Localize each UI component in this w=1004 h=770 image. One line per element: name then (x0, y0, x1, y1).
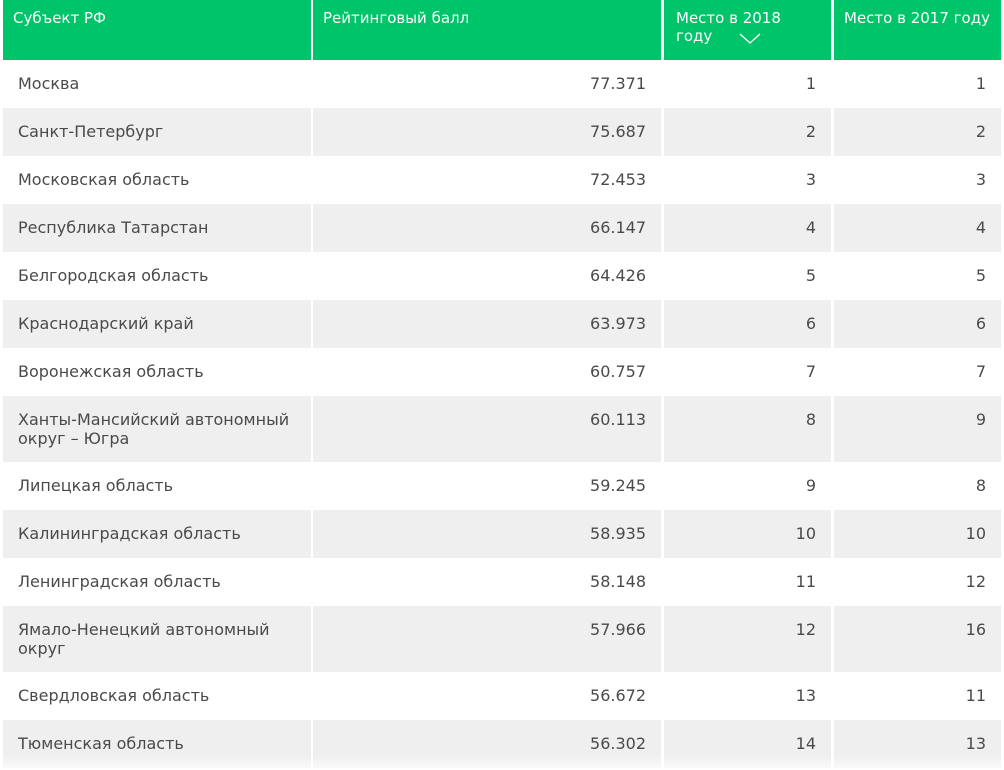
place-2018-cell: 13 (664, 672, 831, 720)
region-cell: Калининградская область (3, 510, 311, 558)
place-2018-cell: 4 (664, 204, 831, 252)
score-cell: 63.973 (313, 300, 661, 348)
score-cell: 56.672 (313, 672, 661, 720)
region-cell: Ханты-Мансийский автономный округ – Югра (3, 396, 311, 462)
place-2018-cell: 5 (664, 252, 831, 300)
table-row: Санкт-Петербург 75.687 2 2 (3, 108, 1001, 156)
table-row: Республика Татарстан 66.147 4 4 (3, 204, 1001, 252)
table-row: Москва 77.371 1 1 (3, 60, 1001, 108)
table-row: Липецкая область 59.245 9 8 (3, 462, 1001, 510)
region-cell: Белгородская область (3, 252, 311, 300)
place-2017-cell: 1 (834, 60, 1001, 108)
header-place-2018[interactable]: Место в 2018 году (664, 0, 831, 60)
rating-table: Субъект РФ Рейтинговый балл Место в 2018… (3, 0, 1001, 770)
place-2017-cell: 6 (834, 300, 1001, 348)
place-2018-cell: 9 (664, 462, 831, 510)
table-row: Калининградская область 58.935 10 10 (3, 510, 1001, 558)
table-row: Московская область 72.453 3 3 (3, 156, 1001, 204)
region-cell: Краснодарский край (3, 300, 311, 348)
place-2017-cell: 7 (834, 348, 1001, 396)
place-2017-cell: 5 (834, 252, 1001, 300)
place-2017-cell: 9 (834, 396, 1001, 462)
score-cell: 56.302 (313, 720, 661, 768)
score-cell: 75.687 (313, 108, 661, 156)
score-cell: 66.147 (313, 204, 661, 252)
place-2018-cell: 3 (664, 156, 831, 204)
score-cell: 77.371 (313, 60, 661, 108)
table-body: Москва 77.371 1 1 Санкт-Петербург 75.687 2 2 Мос… (3, 60, 1001, 768)
header-region[interactable]: Субъект РФ (3, 0, 311, 60)
region-cell: Воронежская область (3, 348, 311, 396)
region-cell: Липецкая область (3, 462, 311, 510)
score-cell: 58.148 (313, 558, 661, 606)
place-2018-cell: 6 (664, 300, 831, 348)
score-cell: 60.757 (313, 348, 661, 396)
place-2017-cell: 13 (834, 720, 1001, 768)
table-row: Ямало-Ненецкий автономный округ 57.966 12 1… (3, 606, 1001, 672)
score-cell: 64.426 (313, 252, 661, 300)
table-row: Ленинградская область 58.148 11 12 (3, 558, 1001, 606)
place-2018-cell: 14 (664, 720, 831, 768)
table-row: Белгородская область 64.426 5 5 (3, 252, 1001, 300)
place-2018-cell: 7 (664, 348, 831, 396)
region-cell: Московская область (3, 156, 311, 204)
region-cell: Санкт-Петербург (3, 108, 311, 156)
place-2018-cell: 8 (664, 396, 831, 462)
chevron-down-icon (739, 33, 761, 44)
region-cell: Москва (3, 60, 311, 108)
place-2017-cell: 16 (834, 606, 1001, 672)
table-row: Тюменская область 56.302 14 13 (3, 720, 1001, 768)
table-row: Свердловская область 56.672 13 11 (3, 672, 1001, 720)
region-cell: Свердловская область (3, 672, 311, 720)
region-cell: Республика Татарстан (3, 204, 311, 252)
place-2017-cell: 11 (834, 672, 1001, 720)
table-row: Воронежская область 60.757 7 7 (3, 348, 1001, 396)
table-row: Краснодарский край 63.973 6 6 (3, 300, 1001, 348)
place-2018-cell: 11 (664, 558, 831, 606)
header-place-2018-label: Место в 2018 году (676, 9, 781, 45)
header-score[interactable]: Рейтинговый балл (313, 0, 661, 60)
region-cell: Ленинградская область (3, 558, 311, 606)
table-row: Ханты-Мансийский автономный округ – Югра… (3, 396, 1001, 462)
header-place-2017[interactable]: Место в 2017 году (834, 0, 1001, 60)
score-cell: 72.453 (313, 156, 661, 204)
score-cell: 59.245 (313, 462, 661, 510)
table-header: Субъект РФ Рейтинговый балл Место в 2018… (3, 0, 1001, 60)
place-2017-cell: 10 (834, 510, 1001, 558)
place-2017-cell: 3 (834, 156, 1001, 204)
place-2018-cell: 12 (664, 606, 831, 672)
score-cell: 58.935 (313, 510, 661, 558)
region-cell: Ямало-Ненецкий автономный округ (3, 606, 311, 672)
score-cell: 57.966 (313, 606, 661, 672)
place-2017-cell: 12 (834, 558, 1001, 606)
score-cell: 60.113 (313, 396, 661, 462)
place-2017-cell: 4 (834, 204, 1001, 252)
region-cell: Тюменская область (3, 720, 311, 768)
place-2018-cell: 2 (664, 108, 831, 156)
place-2017-cell: 8 (834, 462, 1001, 510)
place-2018-cell: 1 (664, 60, 831, 108)
place-2018-cell: 10 (664, 510, 831, 558)
place-2017-cell: 2 (834, 108, 1001, 156)
